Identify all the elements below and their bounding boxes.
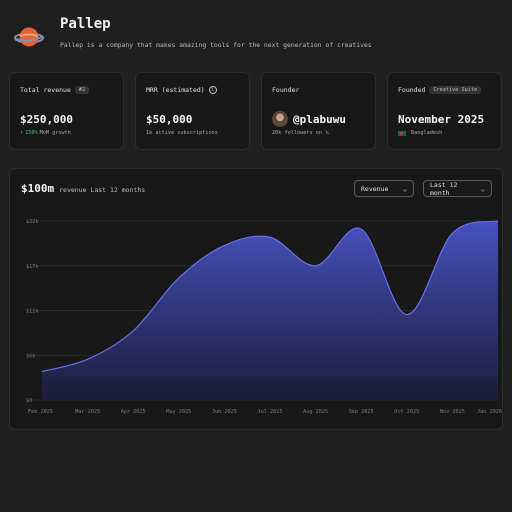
x-tick-label: Apr 2025	[121, 409, 146, 415]
mrr-card: MRR (estimated) i $50,000 1k active subs…	[135, 72, 250, 150]
total-amount: $100m	[21, 182, 55, 195]
total-revenue-label: Total revenue	[20, 86, 71, 94]
country-text: Bangladesh	[411, 130, 443, 136]
founder-card: Founder @plabuwu 20k followers on 𝕏	[261, 72, 376, 150]
range-select-value: Last 12 month	[430, 180, 458, 197]
growth-percent: 150%	[25, 130, 38, 136]
metric-select[interactable]: Revenue ⌄	[354, 180, 414, 197]
revenue-line	[41, 220, 499, 373]
x-tick-label: Jul 2025	[258, 409, 283, 415]
chevron-down-icon: ⌄	[480, 184, 485, 193]
mrr-value: $50,000	[146, 113, 193, 126]
x-tick-label: Mar 2025	[75, 409, 100, 415]
range-select[interactable]: Last 12 month ⌄	[423, 180, 492, 197]
revenue-area-chart: $0 $6k $11k $17k $22k Feb 2025 Mar 2025 Apr 202…	[26, 219, 502, 415]
followers-text: 20k followers on 𝕏	[272, 130, 330, 136]
x-tick-label: May 2025	[166, 409, 191, 415]
x-tick-label: Feb 2025	[28, 409, 53, 415]
chevron-down-icon: ⌄	[402, 184, 407, 193]
app-header: Pallep Pallep is a company that makes am…	[14, 16, 494, 56]
founded-card: Founded Creative Suite November 2025 Ban…	[387, 72, 502, 150]
rank-badge: #2	[74, 86, 90, 94]
x-tick-label: Nov 2025	[440, 409, 465, 415]
x-tick-label: Aug 2025	[303, 409, 328, 415]
x-tick-label: Sep 2025	[349, 409, 374, 415]
bangladesh-flag-icon	[398, 130, 406, 136]
info-icon[interactable]: i	[208, 86, 217, 94]
y-tick-label: $6k	[26, 353, 36, 359]
y-tick-label: $0	[26, 398, 32, 404]
founder-label: Founder	[272, 86, 300, 94]
growth-label: MoM growth	[39, 130, 71, 136]
avatar[interactable]	[272, 111, 288, 127]
x-tick-label: Jan 2026	[477, 409, 502, 415]
revenue-area	[42, 221, 498, 400]
app-description: Pallep is a company that makes amazing t…	[60, 41, 372, 49]
founder-handle-link[interactable]: @plabuwu	[293, 112, 346, 126]
y-tick-label: $22k	[26, 219, 39, 225]
arrow-up-icon: ↑	[20, 130, 24, 136]
x-tick-label: Oct 2025	[394, 409, 419, 415]
total-revenue-value: $250,000	[20, 113, 73, 126]
category-badge: Creative Suite	[429, 86, 482, 94]
x-tick-label: Jun 2025	[212, 409, 237, 415]
app-title: Pallep	[60, 16, 111, 32]
planet-logo-icon	[14, 27, 44, 47]
y-tick-label: $17k	[26, 264, 39, 270]
founded-date: November 2025	[398, 113, 485, 126]
metric-select-value: Revenue	[361, 184, 389, 193]
y-tick-label: $11k	[26, 309, 39, 315]
subscriptions-text: 1k active subscriptions	[146, 130, 218, 136]
founded-label: Founded	[398, 86, 426, 94]
revenue-chart-card: $100m revenue Last 12 months Revenue ⌄ L…	[9, 168, 503, 430]
mrr-label: MRR (estimated)	[146, 86, 205, 94]
chart-caption: revenue Last 12 months	[59, 186, 146, 194]
total-revenue-card: Total revenue #2 $250,000 ↑ 150% MoM gro…	[9, 72, 124, 150]
